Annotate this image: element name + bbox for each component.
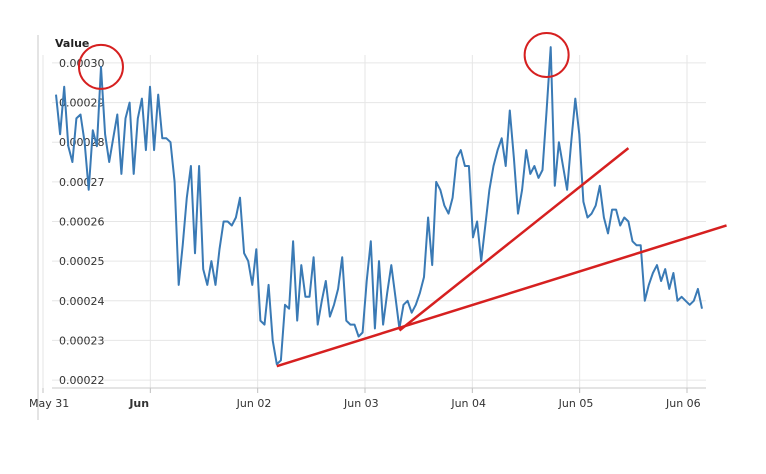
y-tick-labels: 0.00022 0.00023 0.00024 0.00025 0.00026 0.000… — [59, 57, 105, 387]
axis-layer — [37, 35, 706, 420]
y-tick-label: 0.00024 — [59, 295, 105, 308]
chart-title: Value — [55, 37, 89, 50]
y-tick-label: 0.00025 — [59, 255, 105, 268]
y-tick-label: 0.00022 — [59, 374, 105, 387]
x-tick-label: Jun — [128, 397, 149, 410]
x-tick-label: Jun 05 — [558, 397, 594, 410]
series-line — [55, 46, 703, 366]
y-tick-label: 0.00027 — [59, 176, 105, 189]
y-tick-label: 0.00029 — [59, 97, 105, 110]
x-tick-label: May 31 — [29, 397, 69, 410]
annotation-circle — [77, 43, 124, 90]
annotation-trendline — [276, 224, 727, 368]
x-tick-label: Jun 06 — [665, 397, 701, 410]
x-tick-labels: May 31 Jun Jun 02 Jun 03 Jun 04 Jun 05 Jun 06 — [29, 397, 701, 410]
x-tick-label: Jun 03 — [343, 397, 379, 410]
y-tick-label: 0.00026 — [59, 216, 105, 229]
annotation-trendline — [398, 147, 630, 332]
series-layer — [55, 46, 703, 366]
annotation-layer — [77, 32, 727, 368]
x-tick-label: Jun 02 — [236, 397, 272, 410]
y-tick-label: 0.00023 — [59, 334, 105, 347]
x-tick-label: Jun 04 — [450, 397, 486, 410]
annotation-circle — [523, 32, 570, 78]
y-tick-label: 0.00030 — [59, 57, 105, 70]
